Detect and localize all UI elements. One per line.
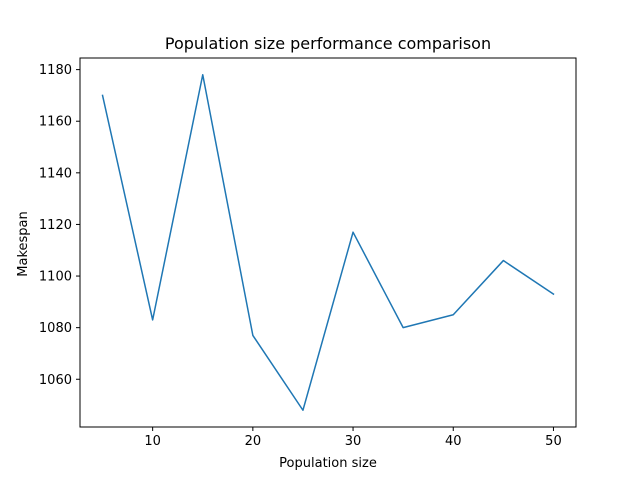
y-tick-label: 1100: [39, 270, 72, 285]
x-tick-label: 30: [345, 434, 362, 449]
x-tick-label: 50: [545, 434, 562, 449]
y-tick-label: 1080: [39, 321, 72, 336]
x-axis-ticks: 10 20 30 40 50: [144, 427, 562, 449]
x-axis-label: Population size: [279, 456, 377, 471]
y-tick-label: 1060: [39, 373, 72, 388]
series-layer: [101, 74, 555, 411]
y-tick-label: 1160: [39, 115, 72, 130]
series-line-0: [101, 74, 555, 411]
x-tick-label: 20: [245, 434, 262, 449]
chart-title: Population size performance comparison: [165, 34, 491, 53]
plot-frame: [79, 57, 577, 428]
y-tick-label: 1180: [39, 63, 72, 78]
y-axis-label: Makespan: [16, 211, 31, 276]
y-tick-label: 1140: [39, 166, 72, 181]
x-tick-label: 10: [144, 434, 161, 449]
x-tick-label: 40: [445, 434, 462, 449]
y-axis-ticks: 1060 1080 1100 1120 1140 1160 1180: [39, 63, 80, 388]
y-tick-label: 1120: [39, 218, 72, 233]
